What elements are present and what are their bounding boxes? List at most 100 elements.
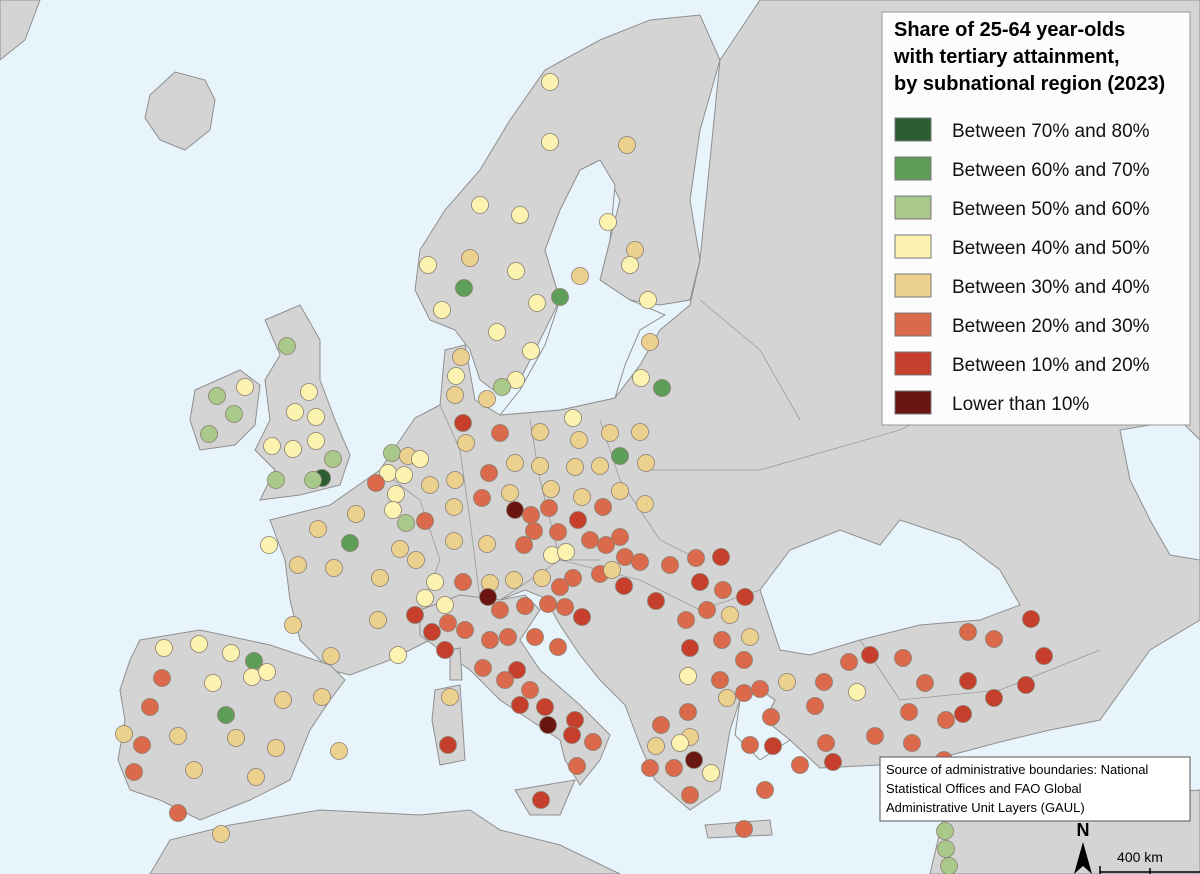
legend: Share of 25-64 year-olds with tertiary a… xyxy=(881,11,1191,426)
region-dot xyxy=(568,757,586,775)
region-dot xyxy=(416,512,434,530)
region-dot xyxy=(584,733,602,751)
region-dot xyxy=(383,444,401,462)
region-dot xyxy=(677,611,695,629)
region-dot xyxy=(556,598,574,616)
region-dot xyxy=(389,646,407,664)
region-dot xyxy=(247,768,265,786)
legend-title: Share of 25-64 year-olds xyxy=(894,19,1125,41)
region-dot xyxy=(439,614,457,632)
region-dot xyxy=(125,763,143,781)
region-dot xyxy=(153,669,171,687)
region-dot xyxy=(423,623,441,641)
region-dot xyxy=(861,646,879,664)
region-dot xyxy=(411,450,429,468)
region-dot xyxy=(419,256,437,274)
region-dot xyxy=(531,457,549,475)
region-dot xyxy=(397,514,415,532)
region-dot xyxy=(133,736,151,754)
region-dot xyxy=(639,291,657,309)
region-dot xyxy=(549,523,567,541)
region-dot xyxy=(611,482,629,500)
region-dot xyxy=(741,628,759,646)
region-dot xyxy=(267,739,285,757)
region-dot xyxy=(457,434,475,452)
region-dot xyxy=(679,667,697,685)
region-dot xyxy=(516,597,534,615)
region-dot xyxy=(540,499,558,517)
region-dot xyxy=(474,659,492,677)
region-dot xyxy=(473,489,491,507)
region-dot xyxy=(169,804,187,822)
region-dot xyxy=(687,549,705,567)
region-dot xyxy=(712,548,730,566)
legend-swatch xyxy=(894,156,932,181)
region-dot xyxy=(309,520,327,538)
region-dot xyxy=(267,471,285,489)
north-arrow: N xyxy=(1074,820,1092,874)
region-dot xyxy=(959,672,977,690)
legend-title: by subnational region (2023) xyxy=(894,73,1165,95)
region-dot xyxy=(507,371,525,389)
source-text: Source of administrative boundaries: Nat… xyxy=(886,762,1148,777)
region-dot xyxy=(115,725,133,743)
region-dot xyxy=(691,573,709,591)
region-dot xyxy=(611,528,629,546)
region-dot xyxy=(284,616,302,634)
region-dot xyxy=(480,464,498,482)
region-dot xyxy=(566,458,584,476)
legend-label: Between 60% and 70% xyxy=(952,160,1150,181)
region-dot xyxy=(471,196,489,214)
region-dot xyxy=(641,333,659,351)
region-dot xyxy=(541,133,559,151)
region-dot xyxy=(446,386,464,404)
region-dot xyxy=(569,511,587,529)
region-dot xyxy=(496,671,514,689)
region-dot xyxy=(541,73,559,91)
region-dot xyxy=(436,641,454,659)
region-dot xyxy=(681,786,699,804)
region-dot xyxy=(636,495,654,513)
region-dot xyxy=(528,294,546,312)
legend-label: Between 20% and 30% xyxy=(952,316,1150,337)
region-dot xyxy=(551,578,569,596)
region-dot xyxy=(225,405,243,423)
region-dot xyxy=(652,716,670,734)
region-dot xyxy=(647,737,665,755)
region-dot xyxy=(685,751,703,769)
region-dot xyxy=(204,674,222,692)
region-dot xyxy=(626,241,644,259)
region-dot xyxy=(702,764,720,782)
region-dot xyxy=(522,342,540,360)
region-dot xyxy=(718,689,736,707)
scale-bar: 400 km xyxy=(1099,849,1200,874)
region-dot xyxy=(557,543,575,561)
region-dot xyxy=(791,756,809,774)
region-dot xyxy=(289,556,307,574)
region-dot xyxy=(679,703,697,721)
region-dot xyxy=(653,379,671,397)
source-text: Administrative Unit Layers (GAUL) xyxy=(886,800,1085,815)
north-label: N xyxy=(1077,820,1090,840)
region-dot xyxy=(778,673,796,691)
region-dot xyxy=(185,761,203,779)
region-dot xyxy=(141,698,159,716)
region-dot xyxy=(1017,676,1035,694)
region-dot xyxy=(169,727,187,745)
region-dot xyxy=(573,488,591,506)
legend-box xyxy=(881,11,1191,426)
region-dot xyxy=(1022,610,1040,628)
region-dot xyxy=(330,742,348,760)
region-dot xyxy=(916,674,934,692)
region-dot xyxy=(762,708,780,726)
region-dot xyxy=(817,734,835,752)
region-dot xyxy=(940,857,958,874)
region-dot xyxy=(533,569,551,587)
region-dot xyxy=(217,706,235,724)
region-dot xyxy=(985,630,1003,648)
region-dot xyxy=(601,424,619,442)
region-dot xyxy=(711,671,729,689)
legend-label: Between 10% and 20% xyxy=(952,355,1150,376)
region-dot xyxy=(260,536,278,554)
